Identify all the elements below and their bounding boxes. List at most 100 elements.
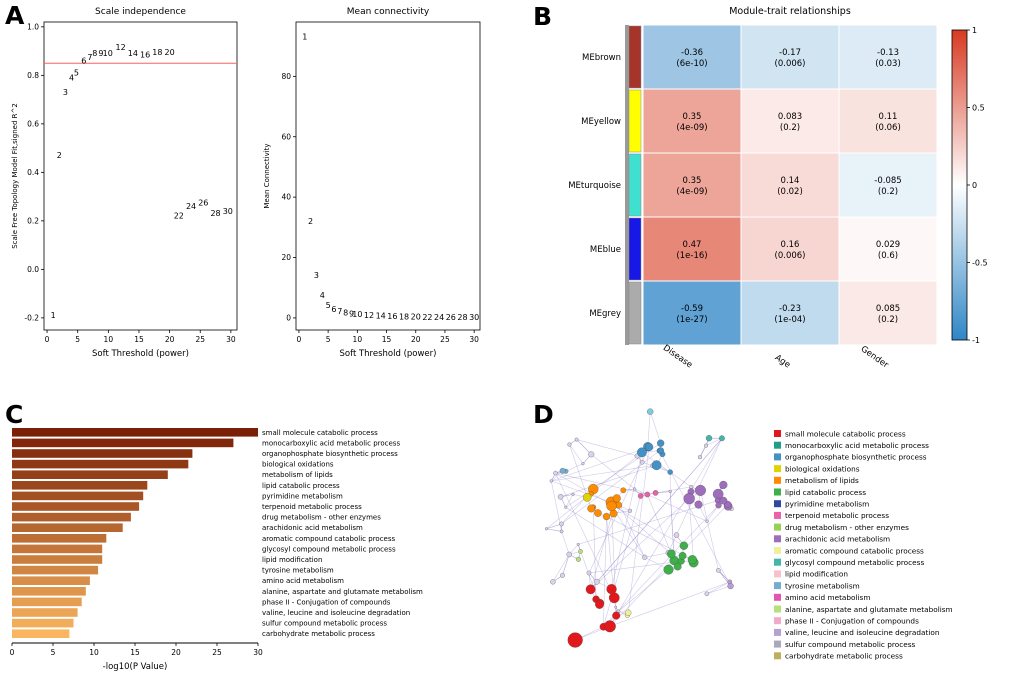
y-tick-label: 0.6 (27, 119, 39, 128)
cell-pvalue: (0.03) (875, 59, 901, 69)
cell-value: 0.35 (683, 112, 702, 122)
legend-label: organophosphate biosynthetic process (785, 453, 927, 462)
bar-label: alanine, aspartate and glutamate metabol… (262, 588, 423, 596)
colorbar-tick-label: 0.5 (972, 104, 985, 113)
network-node (553, 470, 558, 476)
bar (12, 587, 86, 596)
bar-label: drug metabolism - other enzymes (262, 514, 381, 522)
row-label: MEblue (590, 245, 621, 255)
network-edge (555, 472, 648, 495)
network-node (582, 493, 592, 502)
legend-label: alanine, aspartate and glutamate metabol… (785, 605, 953, 614)
network-node (564, 505, 568, 509)
network-node (606, 500, 617, 512)
network-node (667, 469, 673, 475)
module-color-swatch (628, 89, 642, 153)
network-node (585, 584, 596, 595)
network-edge (718, 570, 731, 583)
cell-pvalue: (0.02) (777, 187, 803, 197)
legend-swatch (774, 441, 781, 449)
network-node (567, 442, 572, 447)
legend-swatch (774, 582, 781, 590)
network-node (695, 484, 706, 496)
network-edge (616, 498, 645, 558)
network-edge (561, 531, 570, 555)
point-label: 1 (302, 33, 307, 42)
network-node (704, 591, 710, 597)
heatmap-cell (838, 152, 938, 218)
x-tick-label: 25 (212, 648, 222, 657)
cell-value: -0.13 (877, 48, 899, 58)
bar (12, 502, 140, 511)
network-node (637, 493, 644, 499)
x-tick-label: 10 (353, 335, 363, 344)
legend-label: glycosyl compound metabolic process (785, 558, 924, 567)
legend-label: lipid modification (785, 570, 848, 579)
bar (12, 491, 144, 501)
point-label: 5 (74, 69, 79, 78)
cell-pvalue: (0.006) (775, 59, 806, 69)
column-label: Age (773, 353, 792, 371)
panel-d-letter: D (533, 400, 554, 429)
point-label: 24 (186, 202, 196, 211)
legend-label: valine, leucine and isoleucine degradati… (785, 628, 939, 637)
network-edge (591, 454, 635, 490)
network-node (560, 572, 565, 578)
point-label: 26 (446, 313, 456, 322)
x-tick-label: 30 (469, 335, 479, 344)
network-node (645, 442, 654, 452)
cell-pvalue: (1e-27) (676, 315, 707, 325)
row-label: MEyellow (581, 117, 621, 127)
heatmap-cell (740, 280, 840, 346)
bar-label: sulfur compound metabolic process (262, 620, 387, 628)
point-label: 28 (457, 313, 467, 322)
x-tick-label: 0 (297, 335, 302, 344)
network-edge (546, 528, 562, 532)
network-edge (606, 516, 693, 560)
network-edge (688, 498, 694, 563)
network-node (588, 451, 595, 458)
x-tick-label: 30 (226, 335, 236, 344)
panel-a-letter: A (5, 1, 25, 30)
network-edge (699, 445, 707, 458)
network-edge (669, 491, 675, 561)
network-node (559, 521, 564, 527)
legend-swatch (774, 511, 781, 519)
network-edge (699, 438, 710, 458)
y-tick-label: 80 (281, 72, 291, 81)
network-node (657, 447, 664, 454)
network-edge (644, 552, 669, 558)
network-edge (562, 554, 570, 576)
y-tick-label: 0.2 (27, 216, 39, 225)
legend-swatch (774, 523, 781, 531)
bar (12, 512, 131, 522)
point-label: 12 (115, 43, 125, 52)
heatmap-cell (642, 280, 742, 346)
legend-swatch (774, 593, 781, 601)
legend-swatch (774, 558, 781, 566)
x-tick-label: 20 (171, 648, 181, 657)
network-edge (618, 569, 669, 612)
network-node (652, 490, 659, 496)
bar-label: terpenoid metabolic process (262, 503, 362, 511)
x-tick-label: 30 (253, 648, 263, 657)
bar (12, 576, 90, 585)
network-node (673, 562, 682, 571)
bar (12, 470, 168, 479)
network-node (578, 549, 583, 554)
cell-pvalue: (4e-09) (676, 123, 707, 133)
network-node (704, 443, 709, 448)
network-node (581, 462, 585, 466)
cell-pvalue: (6e-10) (676, 59, 707, 69)
panel-module-trait: B Module-trait relationships MEbrown -0.36… (520, 0, 1020, 405)
bar (12, 555, 103, 564)
bar (12, 618, 74, 628)
bar-label: phase II - Conjugation of compounds (262, 598, 391, 606)
point-label: 9 (98, 49, 103, 58)
point-label: 3 (63, 88, 68, 97)
network-edge (699, 445, 707, 458)
point-label: 10 (103, 49, 113, 58)
module-color-swatch (628, 281, 642, 345)
network-node (679, 541, 688, 550)
